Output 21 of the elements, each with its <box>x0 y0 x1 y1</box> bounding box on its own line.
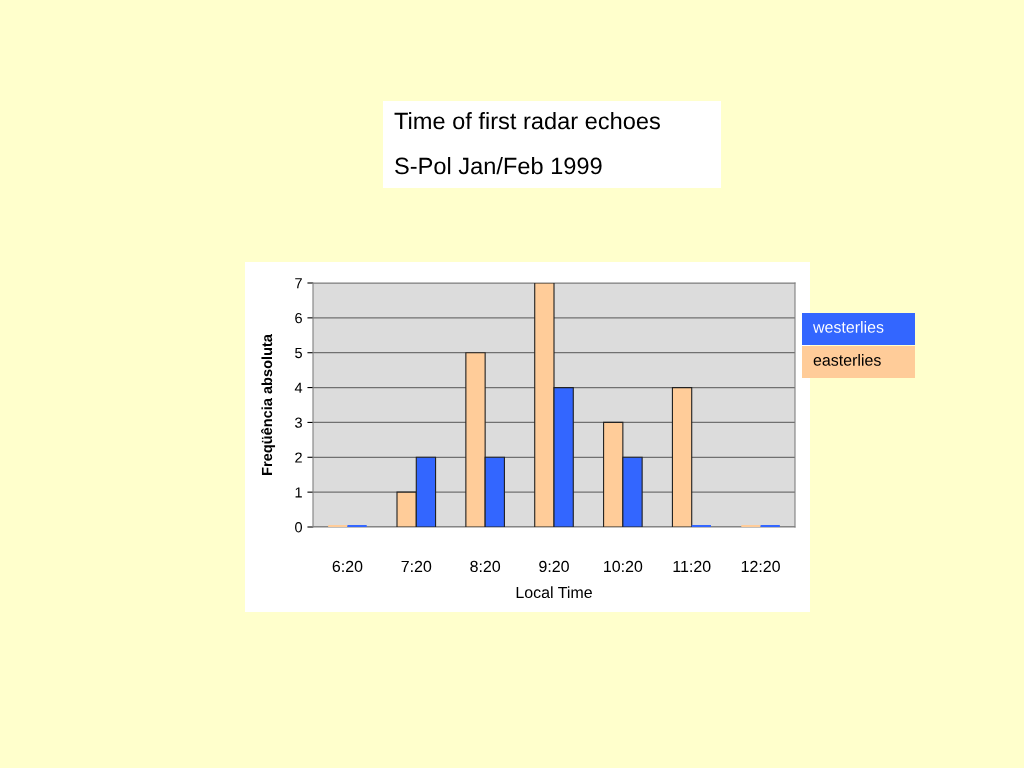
y-tick-label: 2 <box>295 452 302 463</box>
y-tick-label: 1 <box>295 487 302 498</box>
x-tick-label: 8:20 <box>470 560 501 573</box>
y-tick-label: 5 <box>295 347 302 359</box>
x-tick-label: 12:20 <box>741 560 780 573</box>
y-tick-label: 0 <box>295 522 303 533</box>
x-tick-label: 11:20 <box>673 560 711 573</box>
y-tick-label: 7 <box>295 278 302 289</box>
chart-title: Time of first radar echoes <box>394 112 660 130</box>
y-axis-title: Freqüência absoluta <box>261 333 276 475</box>
x-axis-title: Local Time <box>516 586 592 599</box>
text: westerlies <box>812 321 884 333</box>
text: easterlies <box>813 354 881 366</box>
y-tick-label: 3 <box>295 417 302 428</box>
x-tick-label: 6:20 <box>332 560 363 573</box>
chart-subtitle: S-Pol Jan/Feb 1999 <box>395 157 602 175</box>
y-tick-label: 4 <box>294 382 303 393</box>
x-tick-label: 9:20 <box>539 560 569 573</box>
x-tick-label: 7:20 <box>401 560 432 573</box>
y-tick-label: 6 <box>295 312 302 324</box>
x-tick-label: 10:20 <box>604 560 643 573</box>
